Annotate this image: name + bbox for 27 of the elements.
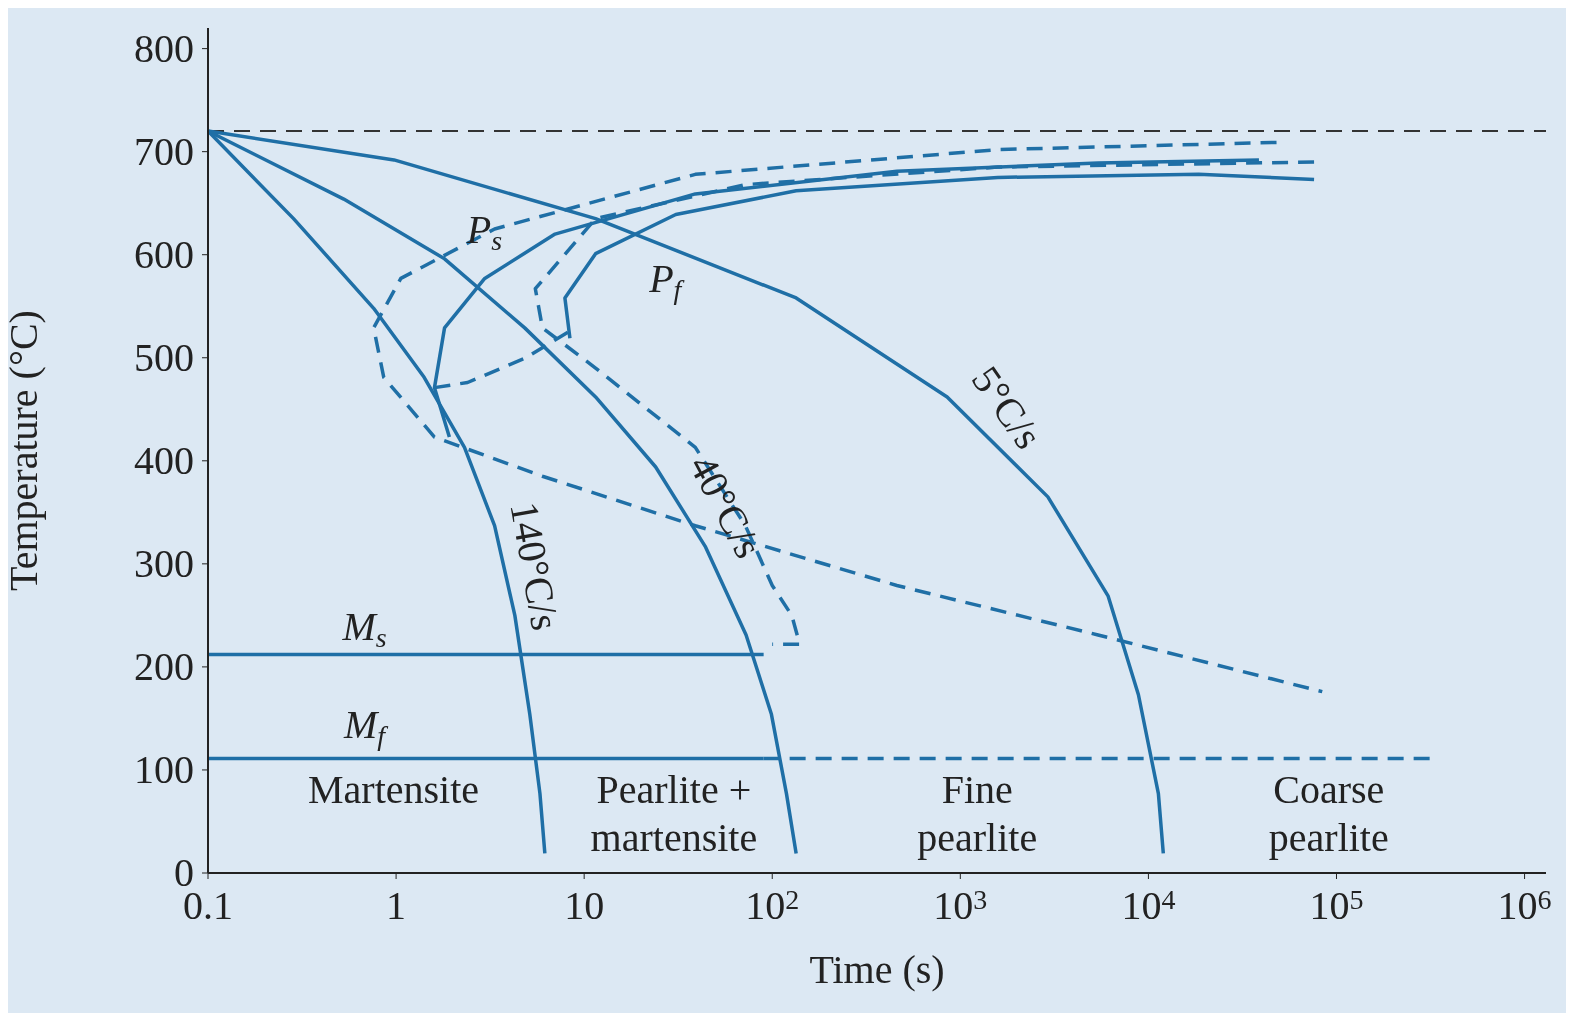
x-tick-label: 1 <box>386 883 407 928</box>
x-tick-label: 10$^{6}$ <box>1497 883 1552 928</box>
x-tick-label: 10$^{3}$ <box>933 883 988 928</box>
y-tick-label: 700 <box>134 128 194 174</box>
annotation: M$_{f}$ <box>343 701 389 751</box>
annotation: Fine pearlite <box>917 767 1038 861</box>
x-tick-label: 10 <box>564 883 605 928</box>
y-tick-label: 800 <box>134 25 194 71</box>
annotation: Martensite <box>308 766 480 812</box>
y-tick-label: 100 <box>134 746 194 792</box>
y-tick-label: 300 <box>134 540 194 586</box>
x-tick-label: 10$^{4}$ <box>1121 883 1176 928</box>
annotation: 40°C/s <box>680 447 772 566</box>
annotation: Coarse pearlite <box>1268 767 1389 861</box>
y-axis-title: Temperature (°C) <box>1 310 47 591</box>
y-tick-label: 600 <box>134 231 194 277</box>
y-tick-label: 400 <box>134 437 194 483</box>
annotation: M$_{s}$ <box>341 603 387 653</box>
annotation: 140°C/s <box>501 498 569 634</box>
x-tick-label: 10$^{5}$ <box>1309 883 1364 928</box>
y-tick-label: 200 <box>134 643 194 689</box>
annotation: P$_{f}$ <box>648 256 685 306</box>
annotation: Pearlite + martensite <box>590 767 758 861</box>
annotation: P$_{s}$ <box>465 206 503 256</box>
y-tick-label: 500 <box>134 334 194 380</box>
x-axis-title: Time (s) <box>809 947 945 992</box>
x-tick-label: 10$^{2}$ <box>745 883 800 928</box>
